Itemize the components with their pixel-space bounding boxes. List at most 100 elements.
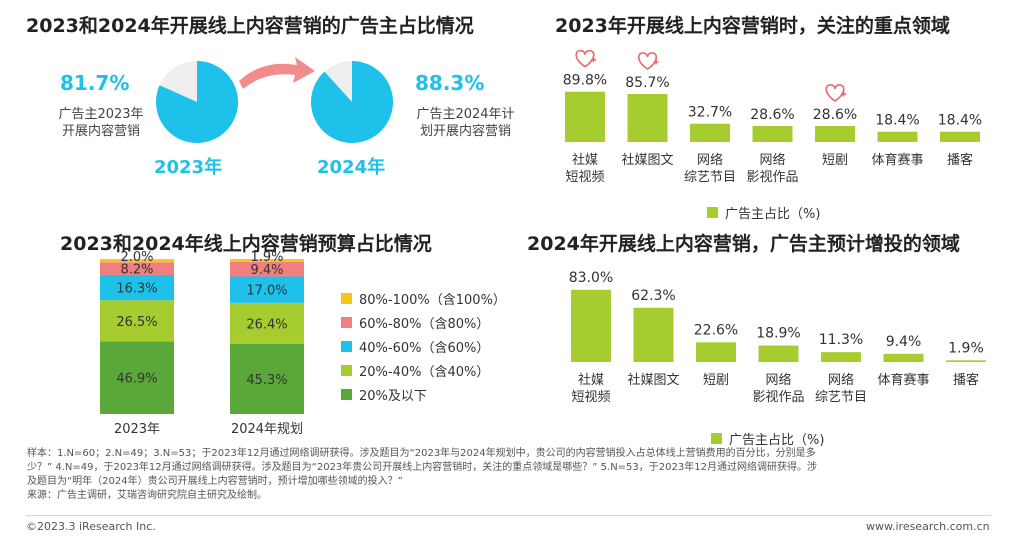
legend-bl-label: 80%-100%（含100%） [359, 292, 506, 308]
bl-value-label-0-0: 46.9% [116, 372, 157, 387]
br-value-label-1: 62.3% [631, 288, 675, 304]
br-category-label-4-1: 综艺节目 [815, 390, 867, 405]
pie-2023 [156, 61, 238, 143]
panel-tl-title: 2023和2024年开展线上内容营销的广告主占比情况 [26, 15, 474, 37]
bl-segment-0-2 [100, 274, 174, 301]
pie1-desc-line2: 开展内容营销 [61, 124, 140, 139]
bl-segment-1-1 [230, 302, 304, 344]
br-category-label-4-0: 网络 [828, 372, 854, 388]
legend-bl-swatch [341, 364, 352, 376]
br-bar-3 [758, 345, 799, 362]
tr-value-label-2: 32.7% [688, 105, 732, 121]
br-category-label-2-0: 短剧 [703, 373, 729, 388]
legend-bl-label: 60%-80%（含80%） [359, 316, 490, 332]
pie2-desc-line2: 划开展内容营销 [419, 124, 511, 139]
br-value-label-5: 9.4% [886, 334, 922, 350]
tr-heart-icon-1-outline [637, 52, 658, 70]
bl-value-label-1-4: 1.9% [250, 250, 283, 265]
tr-heart-icon-1-plus [653, 59, 659, 65]
tr-heart-icon-1 [637, 52, 659, 70]
br-bar-1 [633, 307, 674, 362]
pie1-desc-line1: 广告主2023年 [58, 107, 144, 122]
pie1-percent: 81.7% [60, 71, 130, 95]
website-link[interactable]: www.iresearch.com.cn [866, 520, 990, 533]
br-bar-2 [696, 342, 736, 362]
legend-br: 广告主占比（%) [711, 426, 824, 450]
legend-tr: 广告主占比（%) [707, 200, 820, 224]
tr-category-label-6-0: 播客 [947, 152, 973, 168]
br-bar-0 [571, 289, 611, 362]
panel-bl-title: 2023和2024年线上内容营销预算占比情况 [60, 233, 432, 255]
bl-value-label-0-3: 8.2% [120, 263, 153, 278]
tr-category-label-3-0: 网络 [759, 152, 785, 168]
br-category-label-1-0: 社媒图文 [627, 372, 679, 388]
legend-bl-label: 20%-40%（含40%） [359, 364, 490, 380]
bl-value-label-1-3: 9.4% [250, 263, 283, 278]
legend-bl-swatch [341, 388, 352, 400]
tr-value-label-1: 85.7% [625, 75, 669, 91]
bl-category-label-1: 2024年规划 [231, 422, 303, 437]
pie-2024-slice [311, 61, 393, 143]
legend-bl-swatch [341, 316, 352, 328]
panel-tr-title: 2023年开展线上内容营销时，关注的重点领域 [555, 15, 950, 37]
footnote: 样本：1.N=60；2.N=49；3.N=53；于2023年12月通过网络调研获… [27, 447, 997, 503]
legend-bl-item: 20%-40%（含40%） [341, 358, 506, 382]
footer-divider [26, 515, 991, 516]
bl-value-label-1-1: 26.4% [246, 317, 287, 332]
tr-bar-6 [940, 131, 980, 142]
br-category-label-3-1: 影视作品 [752, 390, 804, 405]
tr-value-label-0: 89.8% [563, 73, 607, 89]
bl-category-label-0: 2023年 [114, 422, 160, 437]
legend-bl-item: 60%-80%（含80%） [341, 310, 506, 334]
bl-segment-0-1 [100, 300, 174, 342]
br-bar-5 [883, 353, 924, 362]
bl-segment-0-3 [100, 262, 174, 275]
legend-bl-label: 20%及以下 [359, 388, 427, 404]
bl-value-label-0-2: 16.3% [116, 282, 157, 297]
tr-bar-4 [815, 125, 855, 142]
pie2-percent: 88.3% [415, 71, 485, 95]
br-category-label-0-1: 短视频 [571, 390, 610, 405]
legend-br-label: 广告主占比（%) [729, 432, 825, 448]
tr-heart-icon-4-plus [841, 91, 846, 97]
br-bar-6 [946, 360, 986, 362]
br-category-label-3-0: 网络 [765, 372, 791, 388]
panel-br-title: 2024年开展线上内容营销，广告主预计增投的领域 [527, 233, 960, 255]
legend-bl: 80%-100%（含100%） 60%-80%（含80%） 40%-60%（含60%… [341, 286, 506, 406]
tr-heart-icon-0 [575, 49, 596, 68]
tr-value-label-5: 18.4% [875, 113, 919, 129]
tr-heart-icon-0-outline [575, 49, 595, 68]
pie2-year-label: 2024年 [317, 157, 386, 178]
copyright: ©2023.3 iResearch Inc. [26, 520, 156, 533]
tr-value-label-3: 28.6% [750, 107, 794, 123]
br-value-label-0: 83.0% [569, 270, 613, 286]
legend-bl-item: 80%-100%（含100%） [341, 286, 506, 310]
legend-br-swatch [711, 432, 722, 444]
br-category-label-6-0: 播客 [953, 372, 979, 388]
tr-category-label-2-0: 网络 [697, 152, 723, 168]
tr-category-label-4-0: 短剧 [822, 153, 848, 168]
bl-segment-1-2 [230, 276, 304, 303]
br-category-label-5-0: 体育赛事 [877, 372, 929, 388]
tr-bar-0 [565, 91, 605, 142]
br-value-label-6: 1.9% [948, 340, 984, 356]
tr-bar-2 [690, 123, 730, 142]
pie1-description: 广告主2023年 开展内容营销 [46, 106, 156, 140]
bl-value-label-0-4: 2.0% [120, 250, 153, 265]
legend-bl-item: 40%-60%（含60%） [341, 334, 506, 358]
tr-category-label-5-0: 体育赛事 [871, 152, 923, 168]
legend-tr-label: 广告主占比（%) [725, 206, 821, 222]
pie1-year-label: 2023年 [154, 157, 223, 178]
tr-category-label-0-1: 短视频 [565, 170, 604, 185]
pie2-desc-line1: 广告主2024年计 [416, 107, 515, 122]
bl-value-label-1-2: 17.0% [246, 284, 287, 299]
pie-2024 [311, 61, 393, 143]
footnote-line1: 样本：1.N=60；2.N=49；3.N=53；于2023年12月通过网络调研获… [27, 448, 816, 459]
legend-bl-label: 40%-60%（含60%） [359, 340, 490, 356]
footnote-line3: 及题目为“明年（2024年）贵公司开展线上内容营销时，预计增加哪些领域的投入？” [27, 476, 403, 487]
pie2-description: 广告主2024年计 划开展内容营销 [403, 106, 528, 140]
br-value-label-3: 18.9% [756, 326, 800, 342]
tr-category-label-1-0: 社媒图文 [621, 152, 673, 168]
bl-value-label-0-1: 26.5% [116, 315, 157, 330]
